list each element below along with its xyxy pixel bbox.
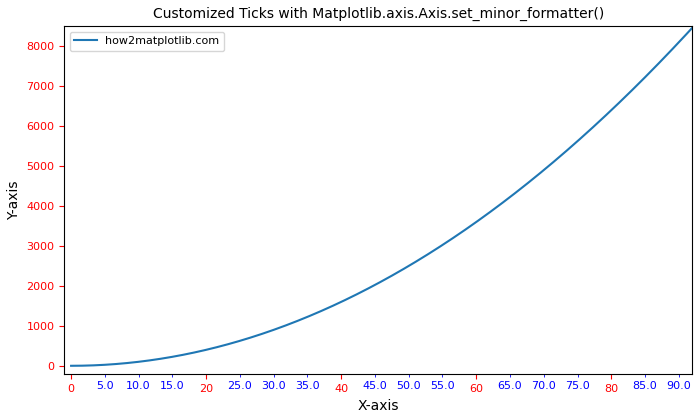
- how2matplotlib.com: [340, 298, 349, 303]
- how2matplotlib.com: [563, 148, 571, 153]
- how2matplotlib.com: [494, 204, 502, 209]
- X-axis label: X-axis: X-axis: [358, 399, 399, 413]
- how2matplotlib.com: [130, 360, 139, 365]
- Title: Customized Ticks with Matplotlib.axis.Axis.set_minor_formatter(): Customized Ticks with Matplotlib.axis.Ax…: [153, 7, 604, 21]
- Y-axis label: Y-axis: Y-axis: [7, 180, 21, 220]
- Legend: how2matplotlib.com: how2matplotlib.com: [70, 32, 224, 51]
- how2matplotlib.com: [318, 308, 326, 313]
- how2matplotlib.com: [552, 158, 560, 163]
- how2matplotlib.com: [67, 363, 76, 368]
- Line: how2matplotlib.com: how2matplotlib.com: [71, 28, 692, 366]
- how2matplotlib.com: [688, 25, 696, 30]
